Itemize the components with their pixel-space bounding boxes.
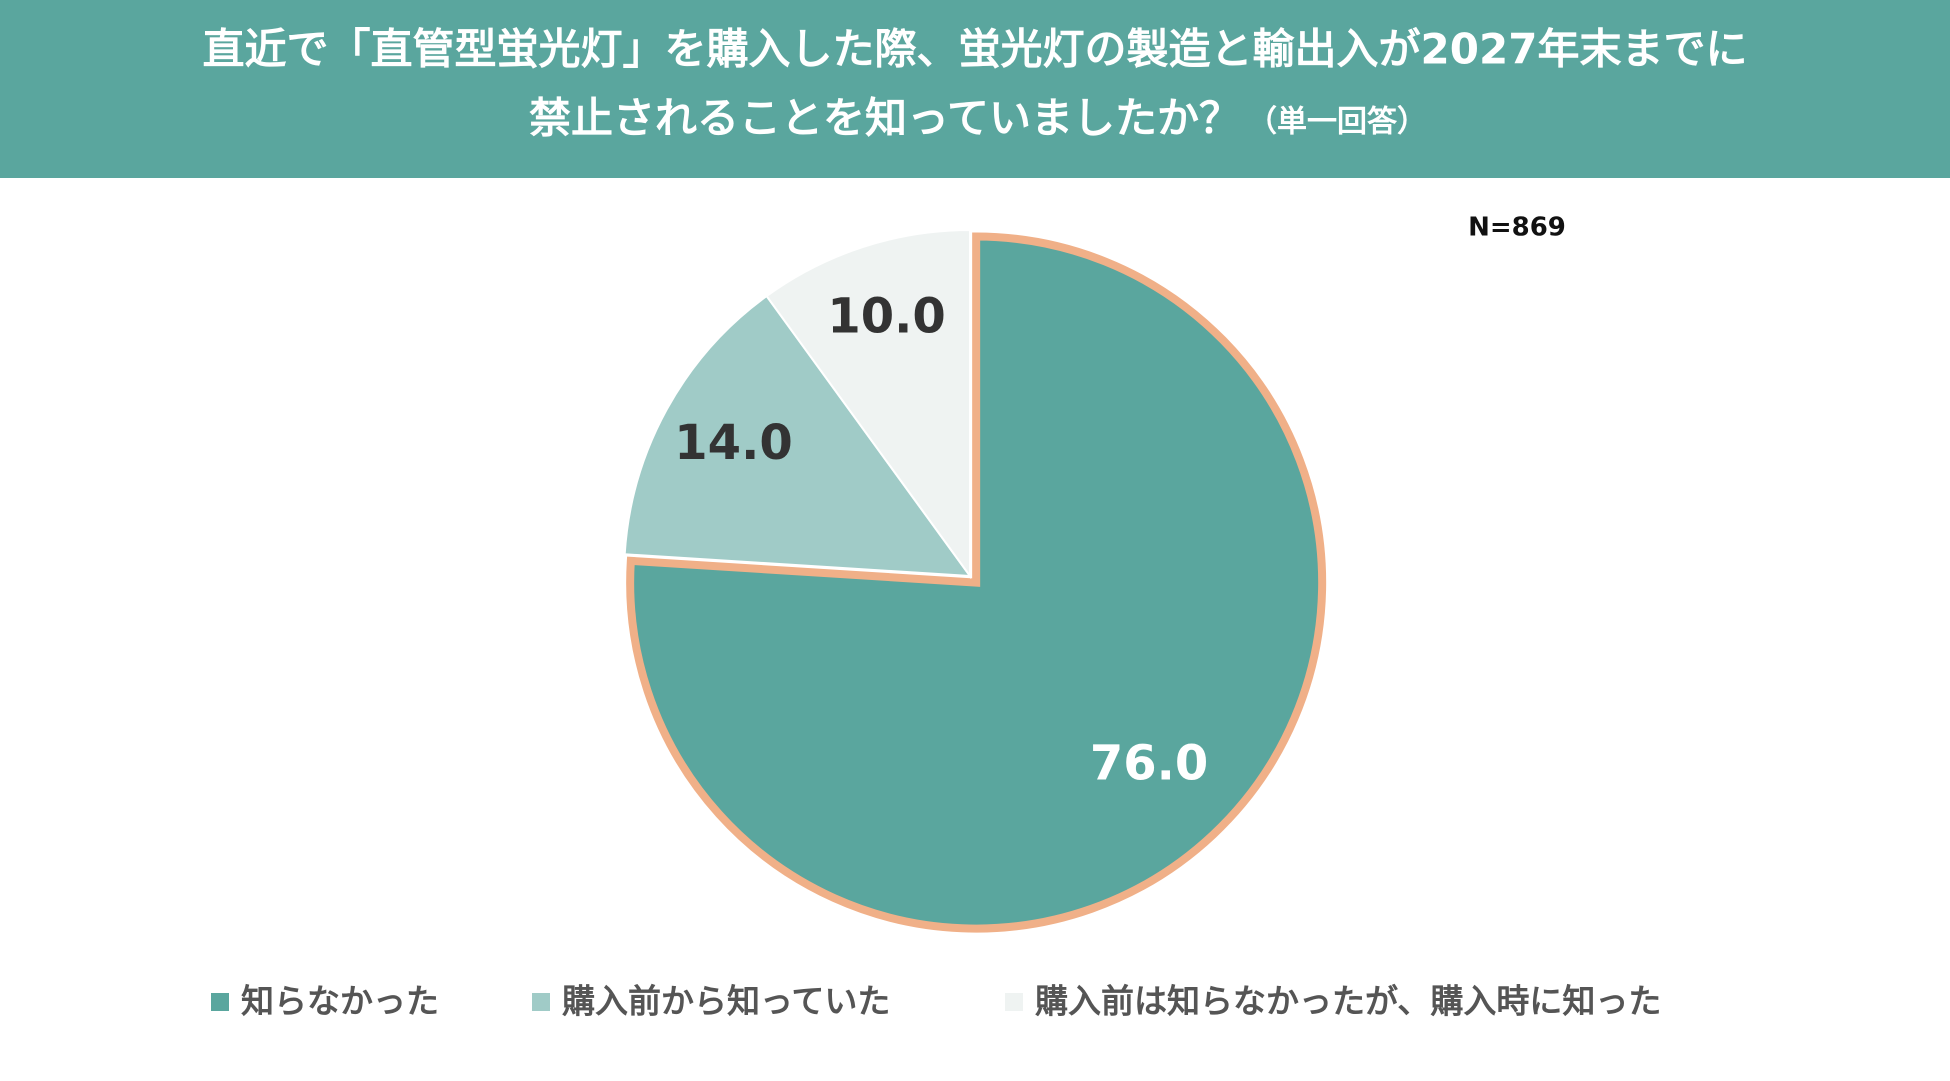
legend-label: 知らなかった <box>241 982 439 1021</box>
legend-swatch <box>211 993 229 1011</box>
pie-slice <box>623 294 973 578</box>
pie-slice <box>626 232 1327 933</box>
title-note: （単一回答） <box>1247 105 1427 140</box>
data-label: 10.0 <box>827 288 945 344</box>
legend-swatch <box>1005 993 1023 1011</box>
sample-note: N=869 <box>1468 213 1566 243</box>
header-band <box>0 0 1950 178</box>
legend-label: 購入前は知らなかったが、購入時に知った <box>1035 982 1661 1021</box>
data-label: 76.0 <box>1090 736 1208 792</box>
pie-slice <box>765 228 971 580</box>
legend-swatch <box>532 993 550 1011</box>
title-line: 禁止されることを知っていましたか？ <box>529 94 1241 143</box>
data-label: 14.0 <box>674 415 792 471</box>
title-line: 直近で「直管型蛍光灯」を購入した際、蛍光灯の製造と輸出入が2027年末までに <box>203 25 1748 74</box>
legend-label: 購入前から知っていた <box>562 982 890 1021</box>
